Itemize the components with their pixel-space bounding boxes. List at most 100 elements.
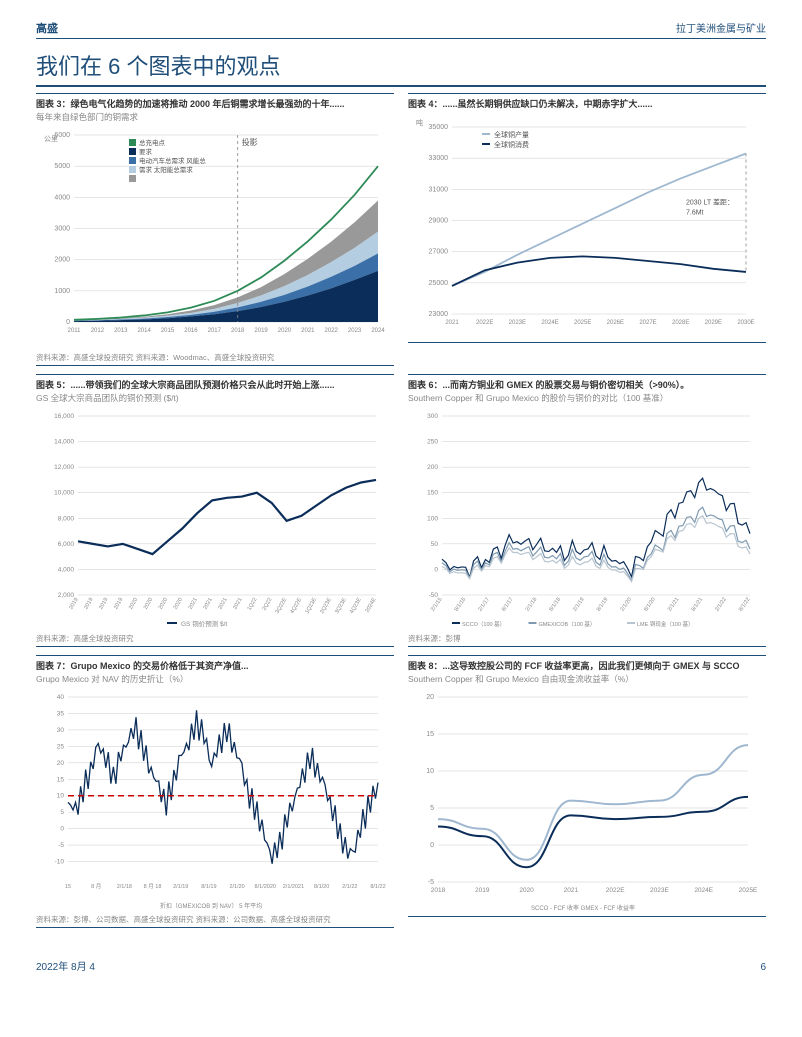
svg-text:2028E: 2028E [672, 320, 689, 326]
chart-3-svg: 0100020003000400050006000公里投影20112012201… [36, 125, 394, 350]
svg-text:0: 0 [430, 842, 434, 849]
svg-text:2017: 2017 [208, 328, 222, 334]
svg-text:2021: 2021 [232, 597, 243, 611]
svg-text:总充电点: 总充电点 [139, 138, 166, 147]
svg-text:-10: -10 [55, 859, 65, 866]
chart-6-source: 资料来源：彭博 [408, 633, 766, 647]
svg-text:2020: 2020 [158, 597, 169, 611]
chart-7-source: 资料来源：彭博、公司数据、高盛全球投资研究 资料来源：公司数据、高盛全球投资研究 [36, 914, 394, 928]
svg-text:2025E: 2025E [739, 887, 758, 894]
svg-text:5: 5 [60, 809, 64, 816]
chart-4-svg: 23000250002700029000310003300035000吨2030… [408, 113, 766, 338]
svg-text:2019: 2019 [113, 597, 124, 611]
svg-text:200: 200 [427, 464, 438, 471]
svg-text:0: 0 [66, 319, 70, 326]
svg-text:20: 20 [57, 760, 65, 767]
svg-text:2/1/22: 2/1/22 [342, 884, 357, 890]
svg-text:2020: 2020 [278, 328, 292, 334]
chart-8-source [408, 914, 766, 917]
svg-text:2020: 2020 [173, 597, 184, 611]
svg-text:折扣（GMEXICOB 到 NAV） 5 年平均: 折扣（GMEXICOB 到 NAV） 5 年平均 [160, 902, 262, 910]
svg-text:2022: 2022 [325, 328, 339, 334]
svg-text:全球铜产量: 全球铜产量 [494, 130, 529, 139]
svg-text:3Q22E: 3Q22E [275, 597, 289, 615]
chart-4-title: 图表 4：......虽然长期铜供应缺口仍未解决，中期赤字扩大...... [408, 93, 766, 111]
svg-text:2015: 2015 [161, 328, 175, 334]
section-label: 拉丁美洲金属与矿业 [676, 20, 766, 35]
svg-text:8/1/19: 8/1/19 [201, 884, 216, 890]
svg-text:2020: 2020 [128, 597, 139, 611]
svg-text:2021: 2021 [301, 328, 315, 334]
svg-text:8/1/22: 8/1/22 [738, 597, 752, 613]
svg-text:10: 10 [426, 768, 434, 775]
svg-text:GMEXICOB（100 基）: GMEXICOB（100 基） [539, 620, 596, 628]
svg-text:8,000: 8,000 [58, 515, 75, 522]
svg-text:2018: 2018 [431, 887, 446, 894]
svg-text:12,000: 12,000 [54, 464, 74, 471]
chart-6-subtitle: Southern Copper 和 Grupo Mexico 的股价与铜价的对比… [408, 392, 766, 404]
svg-text:-5: -5 [428, 879, 434, 886]
svg-text:8/1/20: 8/1/20 [643, 597, 657, 613]
svg-text:2023: 2023 [348, 328, 362, 334]
chart-8-title: 图表 8：...这导致控股公司的 FCF 收益率更高，因此我们更倾向于 GMEX… [408, 655, 766, 673]
chart-7-subtitle: Grupo Mexico 对 NAV 的历史折让（%） [36, 673, 394, 685]
chart-5-source: 资料来源：高盛全球投资研究 [36, 633, 394, 647]
svg-text:8/1/18: 8/1/18 [548, 597, 562, 613]
svg-text:2/1/15: 2/1/15 [430, 597, 444, 613]
svg-text:4000: 4000 [54, 194, 70, 201]
svg-text:2/1/17: 2/1/17 [477, 597, 491, 613]
svg-text:-5: -5 [58, 842, 64, 849]
svg-text:25: 25 [57, 743, 65, 750]
svg-text:2020: 2020 [519, 887, 534, 894]
svg-text:2020: 2020 [143, 597, 154, 611]
footer-date: 2022年 8月 4 [36, 958, 95, 973]
svg-text:2,000: 2,000 [58, 592, 75, 599]
svg-text:8/1/2020: 8/1/2020 [255, 884, 276, 890]
svg-text:8/1/17: 8/1/17 [501, 597, 515, 613]
chart-8-svg: -50510152020182019202020212022E2023E2024… [408, 687, 766, 912]
footer-page: 6 [760, 962, 766, 973]
chart-8-cell: 图表 8：...这导致控股公司的 FCF 收益率更高，因此我们更倾向于 GMEX… [408, 655, 766, 928]
svg-text:SCCO（100 基）: SCCO（100 基） [462, 620, 505, 628]
svg-text:1Q23E: 1Q23E [304, 597, 318, 615]
svg-text:2024E: 2024E [694, 887, 713, 894]
svg-text:2019: 2019 [68, 597, 79, 611]
svg-text:2021: 2021 [188, 597, 199, 611]
svg-text:2021: 2021 [203, 597, 214, 611]
svg-text:0: 0 [434, 566, 438, 573]
svg-text:2021: 2021 [445, 320, 459, 326]
chart-6-svg: -500501001502002503002/1/158/1/162/1/178… [408, 406, 766, 631]
svg-text:8/1/21: 8/1/21 [691, 597, 705, 613]
chart-3-subtitle: 每年来自绿色部门的铜需求 [36, 111, 394, 123]
svg-text:14,000: 14,000 [54, 439, 74, 446]
svg-text:250: 250 [427, 439, 438, 446]
svg-text:2026E: 2026E [607, 320, 624, 326]
svg-text:4Q22E: 4Q22E [289, 597, 303, 615]
svg-text:50: 50 [431, 541, 439, 548]
svg-text:2024E: 2024E [541, 320, 558, 326]
svg-text:33000: 33000 [429, 155, 449, 162]
svg-text:2/1/21: 2/1/21 [667, 597, 681, 613]
svg-text:投影: 投影 [242, 137, 258, 147]
svg-text:8/1/20: 8/1/20 [314, 884, 329, 890]
svg-text:2018: 2018 [231, 328, 245, 334]
svg-text:2022E: 2022E [606, 887, 625, 894]
svg-text:GS 铜价预测 $/t: GS 铜价预测 $/t [181, 619, 227, 628]
chart-8-subtitle: Southern Copper 和 Grupo Mexico 自由现金流收益率（… [408, 673, 766, 685]
chart-3-source: 资料来源：高盛全球投资研究 资料来源：Woodmac、高盛全球投资研究 [36, 352, 394, 366]
chart-4-source [408, 340, 766, 343]
svg-text:5: 5 [430, 805, 434, 812]
main-title: 我们在 6 个图表中的观点 [36, 49, 766, 87]
svg-text:15: 15 [57, 776, 65, 783]
svg-text:35: 35 [57, 710, 65, 717]
svg-text:吨: 吨 [416, 118, 423, 127]
page-header: 高盛 拉丁美洲金属与矿业 [36, 20, 766, 39]
svg-text:2/1/2021: 2/1/2021 [283, 884, 304, 890]
svg-text:公里: 公里 [44, 135, 58, 143]
svg-text:300: 300 [427, 413, 438, 420]
svg-text:2/1/18: 2/1/18 [525, 597, 539, 613]
svg-text:150: 150 [427, 490, 438, 497]
svg-text:2029E: 2029E [705, 320, 722, 326]
svg-text:SCCO - FCF 收率 GMEX - FCF 收益率: SCCO - FCF 收率 GMEX - FCF 收益率 [531, 904, 635, 912]
svg-text:2024: 2024 [371, 328, 385, 334]
